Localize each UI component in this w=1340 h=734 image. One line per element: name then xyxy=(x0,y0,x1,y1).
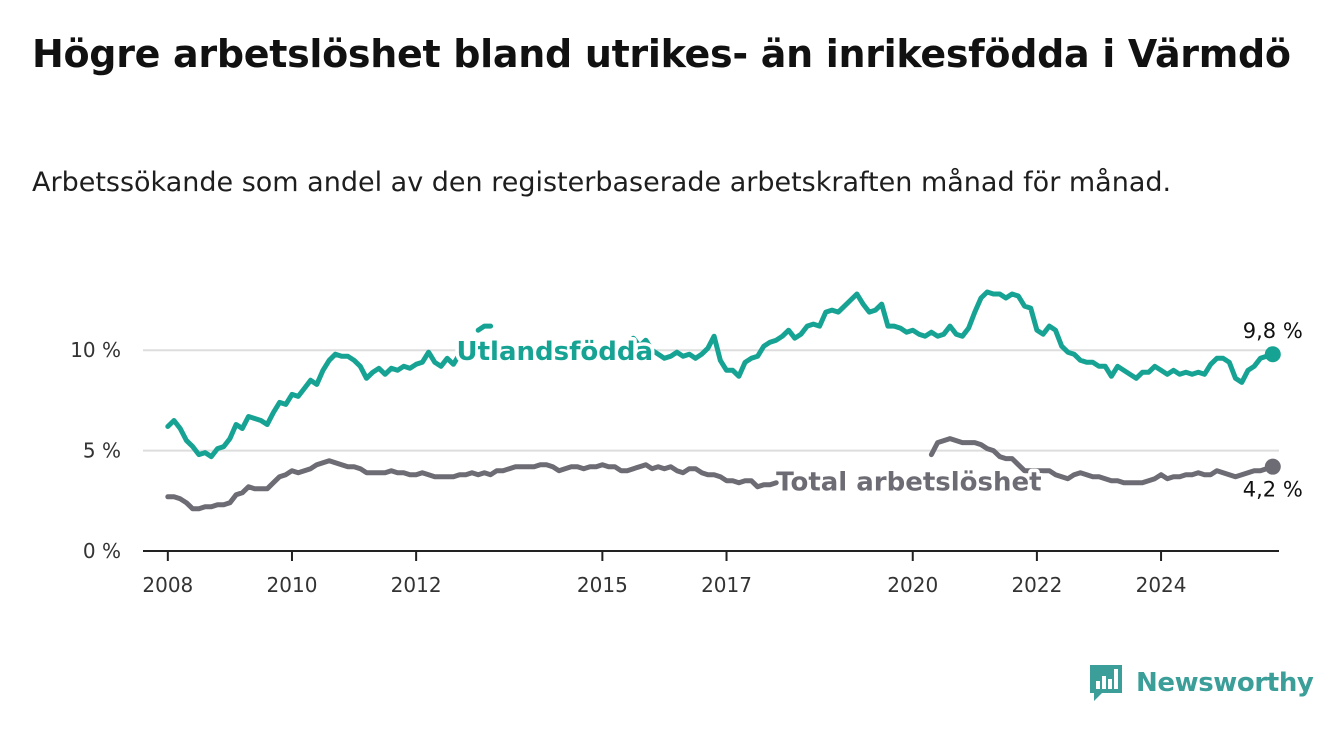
chart-title: Högre arbetslöshet bland utrikes- än inr… xyxy=(32,32,1291,76)
series-line-0-segment-0 xyxy=(165,349,463,460)
series-line-1-segment-0 xyxy=(165,458,779,512)
series-line-0-segment-2 xyxy=(618,289,1276,385)
series-line-1-segment-1 xyxy=(928,436,1276,486)
y-tick-label: 0 % xyxy=(83,539,121,563)
x-tick-label: 2015 xyxy=(577,573,628,597)
series-name-label: Total arbetslöshet xyxy=(776,468,1041,498)
x-tick-label: 2024 xyxy=(1136,573,1187,597)
x-tick-label: 2012 xyxy=(391,573,442,597)
y-tick-label: 5 % xyxy=(83,439,121,463)
x-tick-label: 2010 xyxy=(267,573,318,597)
bar-chart-speech-bubble-icon xyxy=(1090,665,1122,701)
series-labels: Utlandsfödda Total arbetslöshet 9,8 % 4,2 % xyxy=(453,319,1303,502)
brand-name: Newsworthy xyxy=(1136,668,1314,698)
chart-subtitle: Arbetssökande som andel av den registerb… xyxy=(32,167,1172,198)
series-lines xyxy=(165,289,1276,512)
end-point-0 xyxy=(1264,346,1281,363)
series-line-0-segment-1 xyxy=(475,323,494,333)
gridlines xyxy=(143,349,1279,452)
end-value-label: 9,8 % xyxy=(1243,319,1303,343)
y-axis: 0 % 5 % 10 % xyxy=(70,338,121,563)
x-axis: 2008 2010 2012 2015 2017 2020 2022 2024 xyxy=(142,550,1279,597)
x-tick-label: 2017 xyxy=(701,573,752,597)
x-tick-label: 2008 xyxy=(142,573,193,597)
brand-logo: Newsworthy xyxy=(1088,661,1314,705)
end-point-1 xyxy=(1264,458,1281,475)
x-tick-label: 2022 xyxy=(1011,573,1062,597)
y-tick-label: 10 % xyxy=(70,338,121,362)
end-value-label: 4,2 % xyxy=(1243,478,1303,502)
series-name-label: Utlandsfödda xyxy=(456,337,653,367)
x-tick-label: 2020 xyxy=(887,573,938,597)
